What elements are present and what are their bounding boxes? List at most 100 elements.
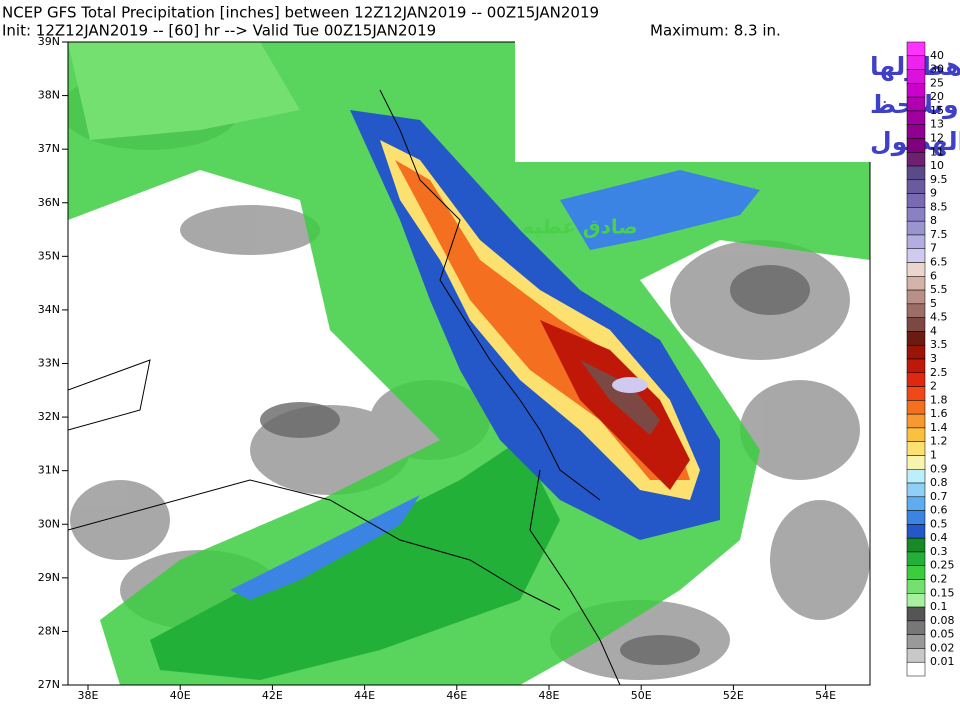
lon-label: 40E — [170, 689, 191, 701]
lat-label: 29N — [38, 571, 60, 584]
lat-label: 35N — [38, 249, 60, 262]
colorbar-swatch — [906, 620, 926, 635]
colorbar-label: 0.8 — [930, 476, 948, 489]
lat-label: 32N — [38, 410, 60, 423]
colorbar-label: 1.4 — [930, 421, 948, 434]
colorbar-label: 2.5 — [930, 366, 948, 379]
colorbar-swatch — [906, 193, 926, 208]
colorbar-swatch — [906, 510, 926, 525]
lat-label: 27N — [38, 678, 60, 691]
lat-label: 30N — [38, 517, 60, 530]
colorbar-swatch — [906, 358, 926, 374]
colorbar-swatch — [906, 179, 926, 194]
colorbar-label: 0.9 — [930, 462, 948, 475]
colorbar-swatch — [906, 124, 926, 139]
colorbar-swatch — [906, 661, 926, 677]
colorbar-swatch — [906, 372, 926, 387]
colorbar-label: 7 — [930, 242, 937, 255]
colorbar-swatch — [906, 248, 926, 263]
lon-label: 48E — [539, 689, 560, 701]
colorbar-label: 30 — [930, 63, 944, 76]
colorbar-swatch — [906, 551, 926, 566]
watermark: صادق عطيه — [522, 215, 637, 239]
colorbar-swatch — [906, 606, 926, 622]
colorbar-swatch — [906, 482, 926, 498]
colorbar-label: 0.08 — [930, 614, 955, 627]
colorbar-swatch — [906, 165, 926, 181]
lon-label: 44E — [354, 689, 375, 701]
lat-label: 34N — [38, 303, 60, 316]
colorbar-label: 1 — [930, 448, 937, 461]
lat-label: 28N — [38, 624, 60, 637]
lon-label: 46E — [446, 689, 467, 701]
colorbar-swatch — [906, 220, 926, 236]
colorbar-label: 40 — [930, 49, 944, 62]
colorbar-label: 0.25 — [930, 559, 955, 572]
colorbar-swatch — [906, 441, 926, 456]
colorbar-label: 0.2 — [930, 573, 948, 586]
colorbar-label: 0.5 — [930, 517, 948, 530]
colorbar-swatch — [906, 303, 926, 318]
colorbar-label: 3.5 — [930, 338, 948, 351]
colorbar-label: 1.8 — [930, 393, 948, 406]
colorbar: 4030252015131211109.598.587.576.565.554.… — [906, 41, 955, 677]
colorbar-swatch — [906, 96, 926, 112]
colorbar-label: 1.2 — [930, 435, 948, 448]
colorbar-label: 2 — [930, 380, 937, 393]
colorbar-label: 6 — [930, 269, 937, 282]
colorbar-label: 0.05 — [930, 628, 955, 641]
colorbar-label: 4 — [930, 324, 937, 337]
overlay-box — [515, 40, 880, 162]
colorbar-swatch — [906, 634, 926, 649]
colorbar-label: 7.5 — [930, 228, 948, 241]
colorbar-swatch — [906, 469, 926, 484]
colorbar-label: 0.02 — [930, 641, 955, 654]
colorbar-swatch — [906, 455, 926, 470]
colorbar-label: 5 — [930, 297, 937, 310]
colorbar-swatch — [906, 41, 926, 57]
lon-label: 52E — [723, 689, 744, 701]
lon-label: 54E — [815, 689, 836, 701]
colorbar-swatch — [906, 138, 926, 153]
lat-label: 38N — [38, 89, 60, 102]
colorbar-swatch — [906, 386, 926, 401]
lat-label: 33N — [38, 357, 60, 370]
lat-label: 39N — [38, 35, 60, 48]
colorbar-swatch — [906, 537, 926, 553]
colorbar-swatch — [906, 331, 926, 346]
colorbar-swatch — [906, 110, 926, 125]
colorbar-swatch — [906, 413, 926, 429]
colorbar-label: 5.5 — [930, 283, 948, 296]
colorbar-label: 10 — [930, 159, 944, 172]
colorbar-swatch — [906, 262, 926, 277]
colorbar-swatch — [906, 152, 926, 167]
colorbar-swatch — [906, 593, 926, 608]
colorbar-swatch — [906, 234, 926, 249]
header-line2: Init: 12Z12JAN2019 -- [60] hr --> Valid … — [2, 22, 436, 40]
colorbar-label: 8.5 — [930, 200, 948, 213]
colorbar-label: 9 — [930, 187, 937, 200]
colorbar-swatch — [906, 317, 926, 332]
colorbar-swatch — [906, 207, 926, 222]
colorbar-label: 0.3 — [930, 545, 948, 558]
colorbar-label: 0.01 — [930, 655, 955, 668]
colorbar-label: 25 — [930, 76, 944, 89]
colorbar-label: 0.1 — [930, 600, 948, 613]
colorbar-swatch — [906, 344, 926, 360]
colorbar-label: 8 — [930, 214, 937, 227]
colorbar-label: 0.6 — [930, 504, 948, 517]
colorbar-label: 3 — [930, 352, 937, 365]
colorbar-label: 13 — [930, 118, 944, 131]
colorbar-swatch — [906, 496, 926, 511]
lon-label: 38E — [78, 689, 99, 701]
colorbar-swatch — [906, 565, 926, 580]
colorbar-swatch — [906, 69, 926, 84]
colorbar-swatch — [906, 276, 926, 291]
header-line1: NCEP GFS Total Precipitation [inches] be… — [2, 4, 599, 22]
colorbar-label: 11 — [930, 145, 944, 158]
colorbar-swatch — [906, 289, 926, 305]
lat-label: 37N — [38, 142, 60, 155]
colorbar-swatch — [906, 648, 926, 663]
colorbar-label: 6.5 — [930, 256, 948, 269]
